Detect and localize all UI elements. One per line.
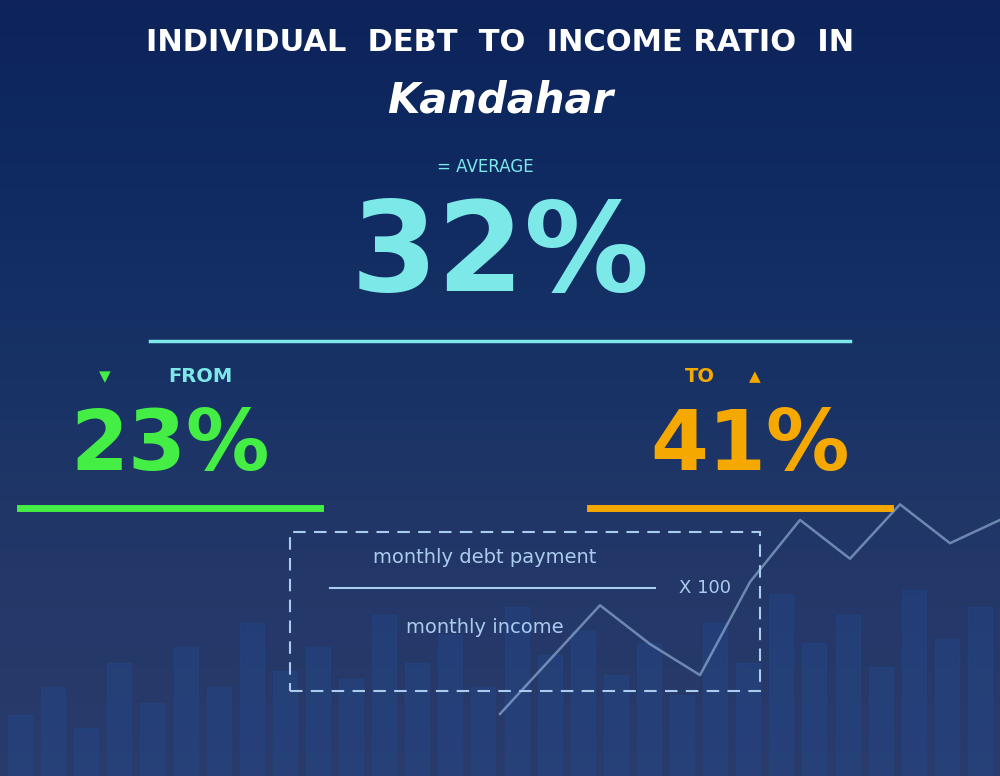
Bar	[107, 663, 131, 776]
Text: ▲: ▲	[749, 369, 761, 384]
Text: Kandahar: Kandahar	[387, 80, 613, 122]
Text: monthly income: monthly income	[406, 618, 564, 636]
Text: FROM: FROM	[168, 367, 232, 386]
Bar	[736, 663, 760, 776]
Bar	[604, 675, 628, 776]
Text: 41%: 41%	[650, 406, 850, 487]
Bar	[968, 607, 992, 776]
Bar	[41, 688, 65, 776]
Bar	[74, 728, 98, 776]
Bar	[505, 607, 529, 776]
Text: ▼: ▼	[99, 369, 111, 384]
Text: X 100: X 100	[679, 579, 731, 598]
Bar	[836, 615, 860, 776]
Bar	[869, 667, 893, 776]
Bar	[703, 622, 727, 776]
Bar	[935, 639, 959, 776]
Bar	[538, 655, 562, 776]
Text: monthly debt payment: monthly debt payment	[373, 548, 597, 566]
Bar	[273, 671, 297, 776]
Bar	[571, 631, 595, 776]
Text: 23%: 23%	[70, 406, 270, 487]
Bar	[140, 703, 164, 776]
Bar	[240, 622, 264, 776]
Bar	[207, 688, 231, 776]
Bar	[405, 663, 429, 776]
Bar	[8, 715, 32, 776]
Bar	[637, 643, 661, 776]
Bar	[769, 594, 793, 776]
Text: TO: TO	[685, 367, 715, 386]
Bar	[438, 635, 462, 776]
Bar	[802, 643, 826, 776]
Text: = AVERAGE: = AVERAGE	[437, 158, 533, 176]
Bar	[471, 688, 495, 776]
Bar	[670, 695, 694, 776]
Bar	[339, 679, 363, 776]
Bar	[902, 591, 926, 776]
Text: INDIVIDUAL  DEBT  TO  INCOME RATIO  IN: INDIVIDUAL DEBT TO INCOME RATIO IN	[146, 28, 854, 57]
Bar	[372, 615, 396, 776]
Bar	[306, 647, 330, 776]
Bar	[174, 647, 198, 776]
Text: 32%: 32%	[350, 196, 650, 317]
